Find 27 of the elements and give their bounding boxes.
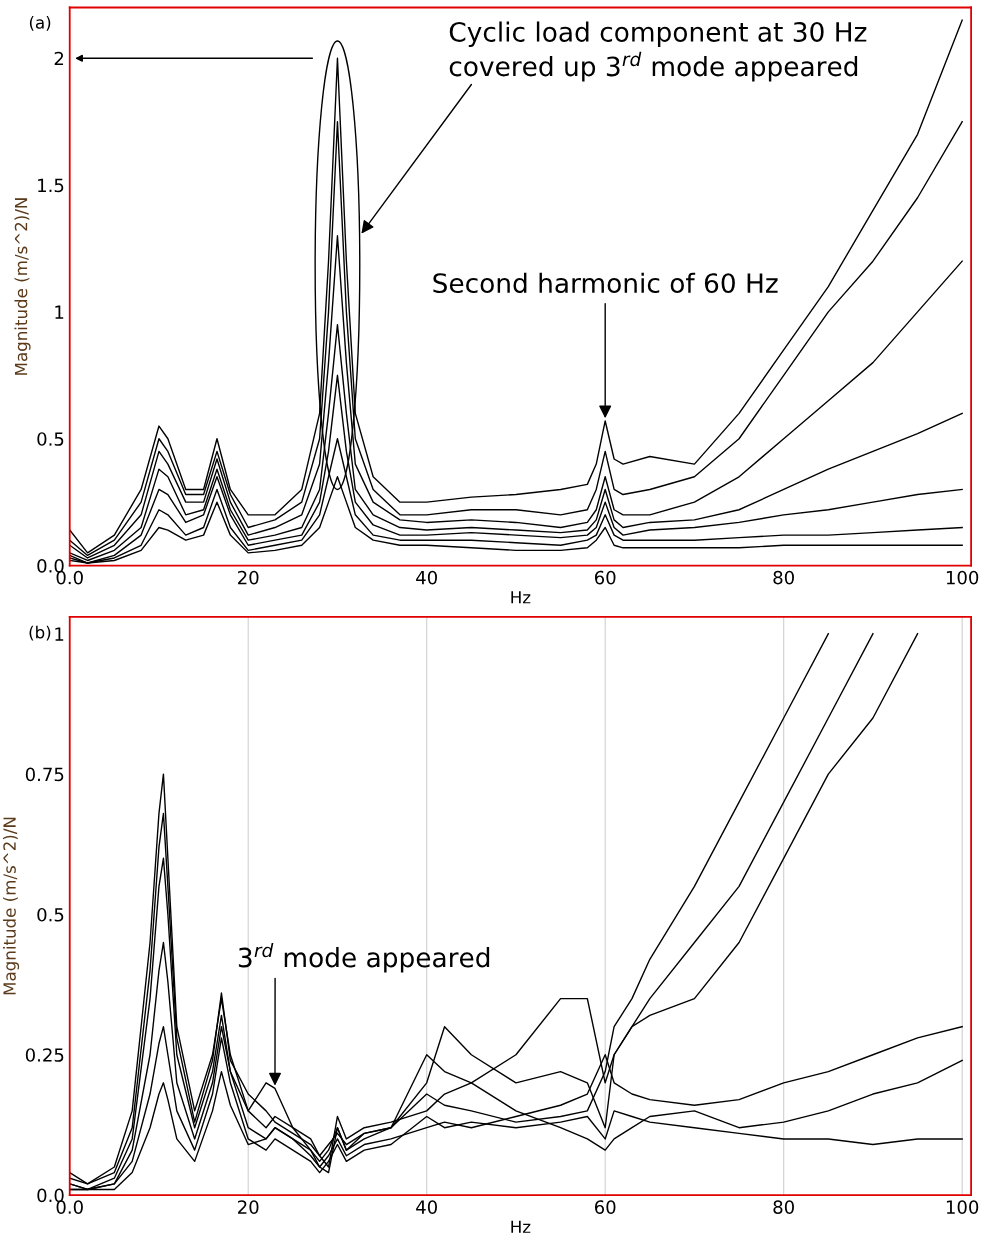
x-tick-label: 40 xyxy=(416,570,437,585)
chart-title: (b) xyxy=(29,625,51,641)
x-tick-label: 100 xyxy=(946,570,979,585)
annotation: Cyclic load component at 30 Hz covered up 3$^{rd}$ mode appeared xyxy=(449,21,867,82)
annotation: Second harmonic of 60 Hz xyxy=(433,272,778,294)
chart-title: (a) xyxy=(29,15,51,31)
x-tick-label: 80 xyxy=(773,570,794,585)
y-tick-label: 0.25 xyxy=(25,1048,64,1062)
y-tick-label: 0.5 xyxy=(37,432,64,446)
y-axis-title: Magnitude (m/s^2)/N xyxy=(2,817,20,995)
y-tick-label: 1 xyxy=(55,627,64,641)
x-tick-label: 40 xyxy=(416,1200,437,1214)
y-tick-label: 0.5 xyxy=(37,907,64,922)
annotation: 3$^{rd}$ mode appeared xyxy=(238,942,490,973)
x-tick-label: 80 xyxy=(773,1200,794,1214)
y-tick-label: 0.75 xyxy=(25,767,64,782)
x-tick-label: 100 xyxy=(946,1200,979,1214)
x-tick-label: 60 xyxy=(594,1200,616,1214)
y-axis-title: Magnitude (m/s^2)/N xyxy=(14,198,31,375)
y-tick-label: 1 xyxy=(55,305,64,319)
x-tick-label: 20 xyxy=(238,570,259,585)
x-axis-title: Hz xyxy=(511,1220,531,1233)
x-tick-label: 20 xyxy=(238,1200,259,1214)
x-tick-label: 60 xyxy=(594,570,616,585)
y-tick-label: 2 xyxy=(54,51,64,66)
y-tick-label: 1.5 xyxy=(38,178,64,193)
x-axis-title: Hz xyxy=(511,591,531,604)
